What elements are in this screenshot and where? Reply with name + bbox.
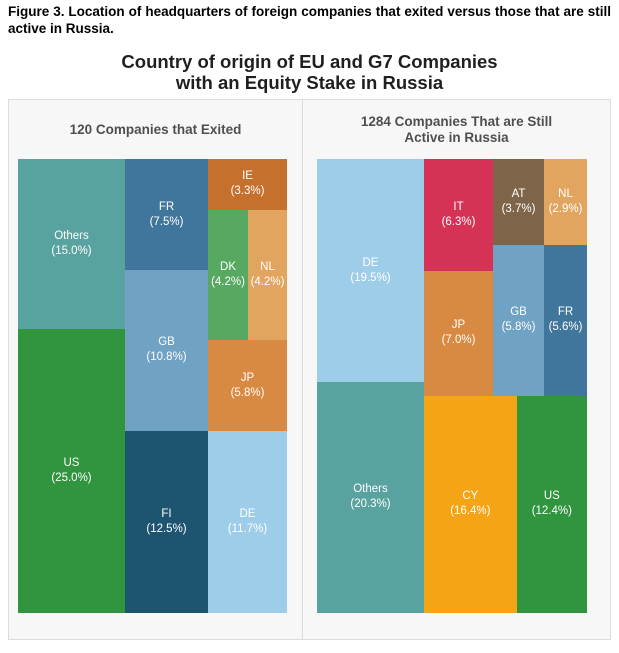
tile-country-code: IT — [453, 201, 464, 213]
treemap-tile-gb: GB (5.8%) — [493, 244, 544, 396]
tile-percentage: (25.0%) — [51, 471, 92, 484]
treemap-exited: Others (15.0%) US (25.0%) FR (7.5%) GB (10.8%) F… — [18, 159, 287, 613]
tile-country-code: DE — [362, 256, 379, 269]
tile-country-code: FR — [158, 200, 175, 213]
treemap-tile-nl: NL (2.9%) — [544, 159, 587, 245]
treemap-tile-nl: NL (4.2%) — [248, 209, 287, 341]
treemap-tile-at: AT (3.7%) — [493, 159, 544, 245]
panel-companies-exited: 120 Companies that Exited Others (15.0%) U… — [9, 100, 302, 639]
treemap-tile-fr: FR (7.5%) — [125, 159, 208, 270]
treemap-tile-dk: DK (4.2%) — [208, 209, 249, 341]
tile-country-code: DE — [239, 507, 256, 520]
tile-percentage: (12.5%) — [146, 522, 187, 535]
tile-country-code: GB — [158, 336, 175, 349]
tile-country-code: US — [63, 456, 80, 469]
treemap-tile-fi: FI (12.5%) — [125, 430, 208, 613]
tile-country-code: JP — [451, 319, 466, 332]
tile-country-code: Others — [353, 483, 388, 496]
chart-title-line1: Country of origin of EU and G7 Companies — [121, 51, 498, 72]
tile-percentage: (7.5%) — [149, 215, 184, 228]
treemap-tile-de: DE (11.7%) — [208, 430, 287, 613]
tile-country-code: GB — [510, 306, 527, 319]
tile-percentage: (7.0%) — [441, 334, 476, 347]
tile-percentage: (3.7%) — [501, 202, 536, 215]
tile-country-code: Others — [54, 229, 89, 242]
tile-percentage: (12.4%) — [531, 505, 572, 518]
panel-title-line: Active in Russia — [404, 129, 509, 145]
tile-percentage: (5.8%) — [230, 386, 265, 399]
treemap-tile-others: Others (15.0%) — [18, 159, 125, 329]
tile-percentage: (3.3%) — [230, 185, 265, 198]
chart-title: Country of origin of EU and G7 Companies… — [0, 51, 619, 93]
panel-companies-still-active: 1284 Companies That are Still Active in R… — [302, 100, 610, 639]
figure-caption: Figure 3. Location of headquarters of fo… — [8, 4, 611, 36]
treemap-tile-fr: FR (5.6%) — [544, 244, 587, 396]
treemap-tile-jp: JP (5.8%) — [208, 340, 287, 431]
treemap-tile-gb: GB (10.8%) — [125, 270, 208, 431]
chart-container: 120 Companies that Exited Others (15.0%) U… — [8, 99, 611, 640]
tile-country-code: FI — [161, 507, 172, 520]
tile-percentage: (5.6%) — [548, 321, 583, 334]
tile-country-code: NL — [260, 261, 275, 274]
tile-percentage: (4.2%) — [250, 276, 285, 289]
treemap-tile-de: DE (19.5%) — [317, 159, 424, 382]
tile-country-code: CY — [462, 490, 479, 503]
tile-country-code: JP — [240, 371, 255, 384]
panel-title-line: 1284 Companies That are Still — [360, 113, 553, 129]
treemap-still-active: DE (19.5%) Others (20.3%) IT (6.3%) JP (7.0%) AT… — [317, 159, 587, 613]
treemap-tile-us: US (25.0%) — [18, 328, 125, 613]
treemap-tile-it: IT (6.3%) — [424, 159, 493, 271]
tile-percentage: (15.0%) — [51, 244, 92, 257]
panel-title-exited: 120 Companies that Exited — [9, 100, 302, 159]
treemap-tile-jp: JP (7.0%) — [424, 271, 493, 396]
tile-country-code: NL — [558, 187, 573, 200]
tile-percentage: (5.8%) — [501, 321, 536, 334]
tile-country-code: DK — [220, 261, 236, 274]
tile-percentage: (6.3%) — [441, 216, 476, 228]
tile-country-code: US — [543, 490, 560, 503]
chart-title-line2: with an Equity Stake in Russia — [175, 72, 444, 93]
treemap-tile-ie: IE (3.3%) — [208, 159, 287, 210]
tile-country-code: FR — [557, 306, 574, 319]
tile-percentage: (19.5%) — [350, 271, 391, 284]
treemap-tile-others: Others (20.3%) — [317, 382, 424, 613]
tile-percentage: (16.4%) — [450, 505, 491, 518]
tile-percentage: (10.8%) — [146, 351, 187, 364]
panel-title-still-active: 1284 Companies That are Still Active in R… — [303, 100, 610, 159]
tile-country-code: IE — [242, 170, 253, 183]
panel-title-line: 120 Companies that Exited — [69, 121, 242, 137]
tile-percentage: (2.9%) — [548, 202, 583, 215]
treemap-tile-us: US (12.4%) — [516, 395, 587, 613]
tile-percentage: (20.3%) — [350, 498, 391, 511]
treemap-tile-cy: CY (16.4%) — [424, 395, 517, 613]
tile-percentage: (11.7%) — [227, 522, 268, 535]
tile-country-code: AT — [511, 187, 526, 200]
tile-percentage: (4.2%) — [211, 276, 245, 289]
